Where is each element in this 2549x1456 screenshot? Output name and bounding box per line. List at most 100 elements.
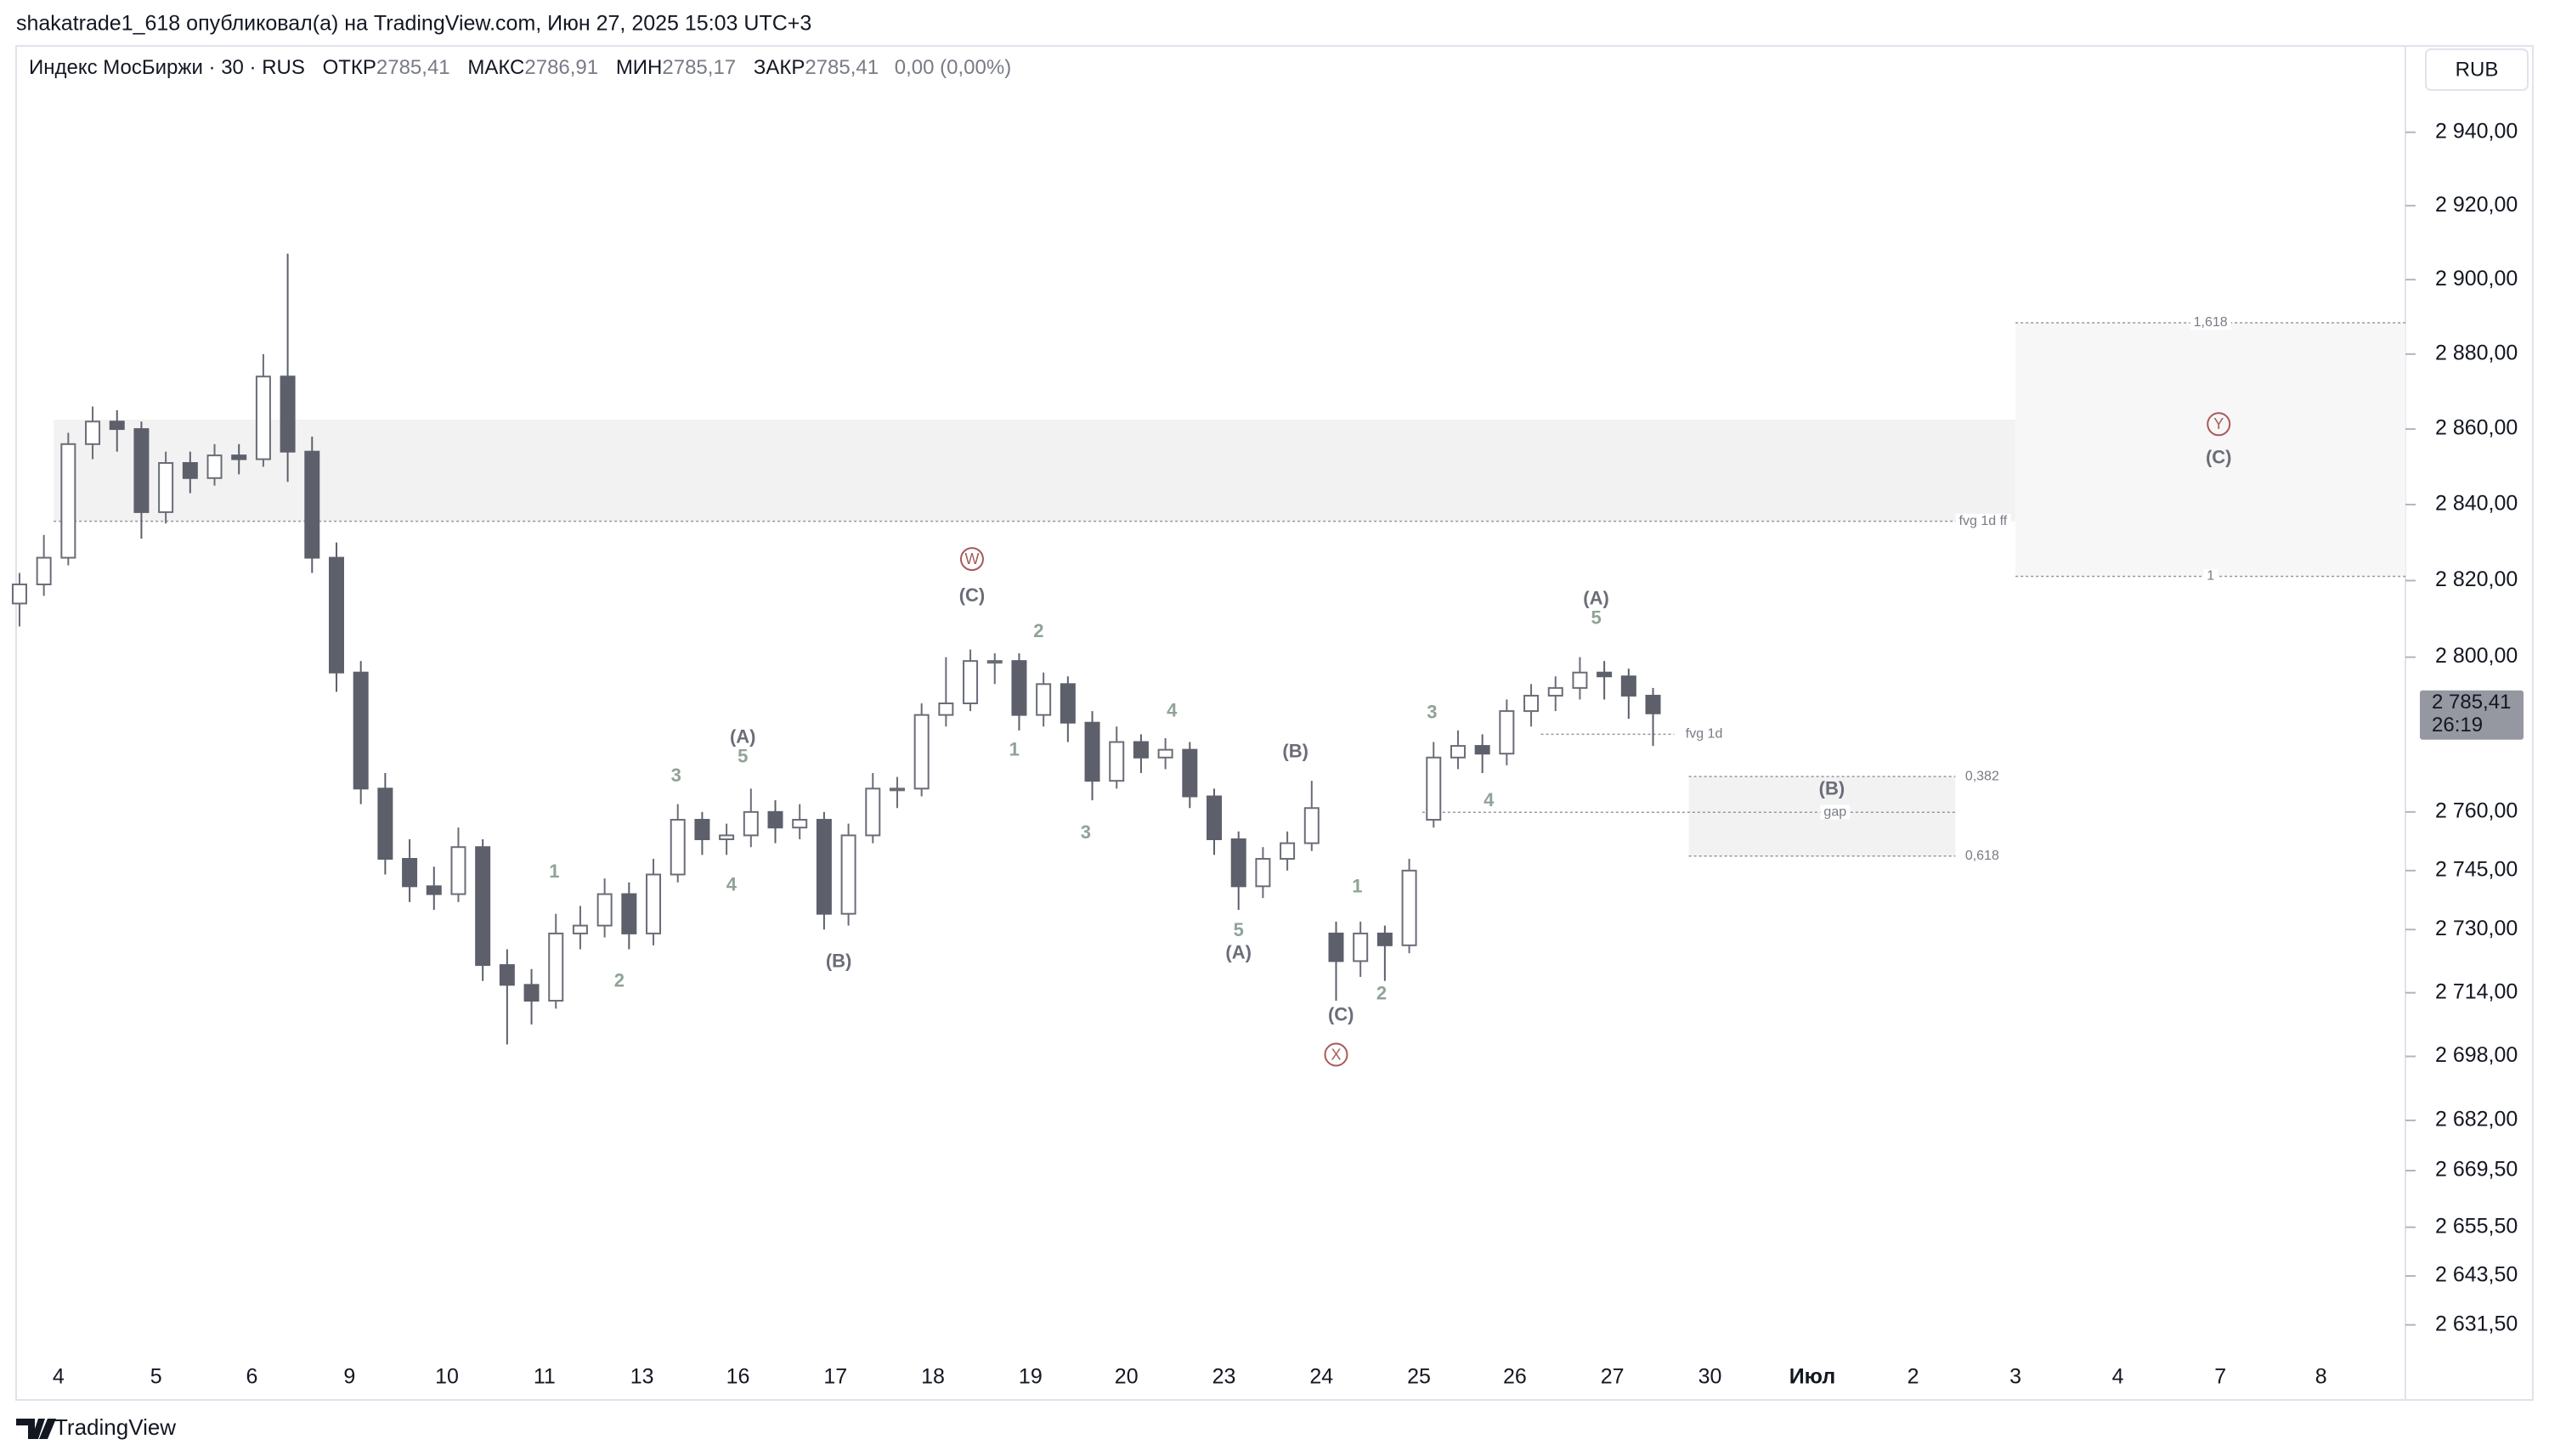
- candle-body: [840, 834, 856, 915]
- candle-body: [328, 556, 344, 674]
- y-tick-label: 2 730,00: [2435, 917, 2518, 940]
- x-tick-label: 13: [630, 1365, 654, 1389]
- wave-label: W: [964, 550, 979, 567]
- candle-body: [1011, 660, 1027, 716]
- x-tick-label: 27: [1601, 1365, 1625, 1389]
- wave-label: (A): [1225, 942, 1252, 963]
- x-tick-label: 20: [1115, 1365, 1139, 1389]
- y-tick-label: 2 655,50: [2435, 1214, 2518, 1238]
- wave-label: 4: [1484, 789, 1495, 810]
- y-tick-label: 2 643,50: [2435, 1263, 2518, 1287]
- x-tick-label: 11: [534, 1365, 556, 1389]
- candle-body: [231, 454, 247, 460]
- level-label-bg: [2203, 568, 2218, 584]
- candle-body: [1474, 745, 1490, 755]
- candle-body: [963, 660, 979, 705]
- level-label: 1: [2207, 569, 2214, 584]
- currency-box[interactable]: [2425, 48, 2529, 91]
- candle-body: [304, 450, 320, 559]
- level-label-bg: [2190, 315, 2231, 330]
- wave-label: (B): [1819, 778, 1845, 799]
- symbol-legend: Индекс МосБиржи · 30 · RUS ОТКР2785,41 М…: [29, 56, 1011, 79]
- wave-label: (C): [2206, 446, 2232, 467]
- candle-body: [133, 428, 150, 513]
- wave-circle: [959, 547, 984, 572]
- candle-body: [792, 819, 808, 829]
- wave-label: 5: [1234, 919, 1244, 940]
- wave-label: 2: [1033, 620, 1043, 641]
- candle-body: [621, 893, 637, 934]
- wave-label: (A): [730, 725, 756, 747]
- zone: [54, 420, 2016, 522]
- y-tick-label: 2 920,00: [2435, 193, 2518, 217]
- candle-body: [280, 375, 296, 453]
- x-tick-label: 4: [2112, 1365, 2124, 1389]
- candle-body: [1133, 741, 1149, 759]
- candle-body: [11, 583, 27, 605]
- footer-brand: TradingView: [54, 1414, 176, 1440]
- level-label: fvg 1d ff: [1959, 514, 2008, 528]
- candle-body: [402, 858, 418, 888]
- wave-label: 2: [1376, 983, 1387, 1004]
- wave-label: (C): [959, 584, 986, 606]
- candle-body: [1207, 795, 1223, 840]
- candle-body: [1328, 932, 1344, 962]
- y-tick-label: 2 820,00: [2435, 567, 2518, 591]
- last-price-tag: [2420, 690, 2524, 740]
- x-tick-label: 4: [53, 1365, 65, 1389]
- wave-circle: [1324, 1042, 1348, 1067]
- y-tick-label: 2 669,50: [2435, 1158, 2518, 1182]
- publisher-line: shakatrade1_618 опубликовал(а) на Tradin…: [16, 12, 811, 36]
- candle-body: [206, 454, 223, 479]
- candle-body: [523, 984, 540, 1002]
- candle-body: [719, 834, 735, 840]
- candle-body: [1376, 932, 1393, 946]
- candle-body: [646, 873, 662, 934]
- wave-label: X: [1331, 1046, 1341, 1063]
- wave-label: (B): [1282, 741, 1308, 762]
- candle-body: [889, 787, 905, 792]
- y-tick-label: 2 682,00: [2435, 1108, 2518, 1132]
- x-tick-label: 17: [823, 1365, 847, 1389]
- currency: RUB: [2456, 58, 2499, 81]
- wave-label: (C): [1328, 1003, 1354, 1024]
- candle-body: [1572, 671, 1588, 689]
- wave-circle: [2207, 412, 2231, 437]
- candle-body: [596, 893, 613, 927]
- y-tick-label: 2 900,00: [2435, 267, 2518, 291]
- y-tick-label: 2 940,00: [2435, 119, 2518, 143]
- candle-body: [1523, 694, 1540, 713]
- level-label: 0,618: [1965, 849, 1999, 863]
- x-tick-label: 24: [1309, 1365, 1333, 1389]
- countdown-label: 26:19: [2432, 714, 2483, 736]
- candle-body: [475, 846, 491, 967]
- candle-body: [865, 787, 881, 837]
- level-label-bg: [1955, 513, 2011, 528]
- x-tick-label: 3: [2009, 1365, 2021, 1389]
- candle-body: [986, 660, 1003, 664]
- wave-label: 1: [549, 861, 559, 882]
- x-tick-label: 10: [435, 1365, 459, 1389]
- x-tick-label: 16: [726, 1365, 750, 1389]
- x-tick-label: 6: [246, 1365, 258, 1389]
- legend-value: 2785,41: [805, 56, 879, 79]
- last-price-label: 2 785,41: [2432, 691, 2511, 714]
- candle-body: [572, 924, 588, 934]
- legend-value: 2786,91: [524, 56, 598, 79]
- x-tick-label: 26: [1503, 1365, 1527, 1389]
- wave-label: 5: [1591, 607, 1601, 629]
- y-tick-label: 2 880,00: [2435, 341, 2518, 364]
- level-label: gap: [1823, 805, 1846, 820]
- level-label: fvg 1d: [1686, 727, 1723, 742]
- candle-body: [1280, 842, 1296, 861]
- candle-body: [1255, 858, 1271, 888]
- level-label-bg: [1820, 804, 1851, 820]
- candle-body: [499, 964, 515, 986]
- candle-body: [182, 462, 198, 479]
- legend-label: МАКС: [467, 56, 524, 79]
- candle-body: [1109, 741, 1125, 782]
- candle-body: [1182, 748, 1198, 798]
- candle-body: [158, 462, 174, 513]
